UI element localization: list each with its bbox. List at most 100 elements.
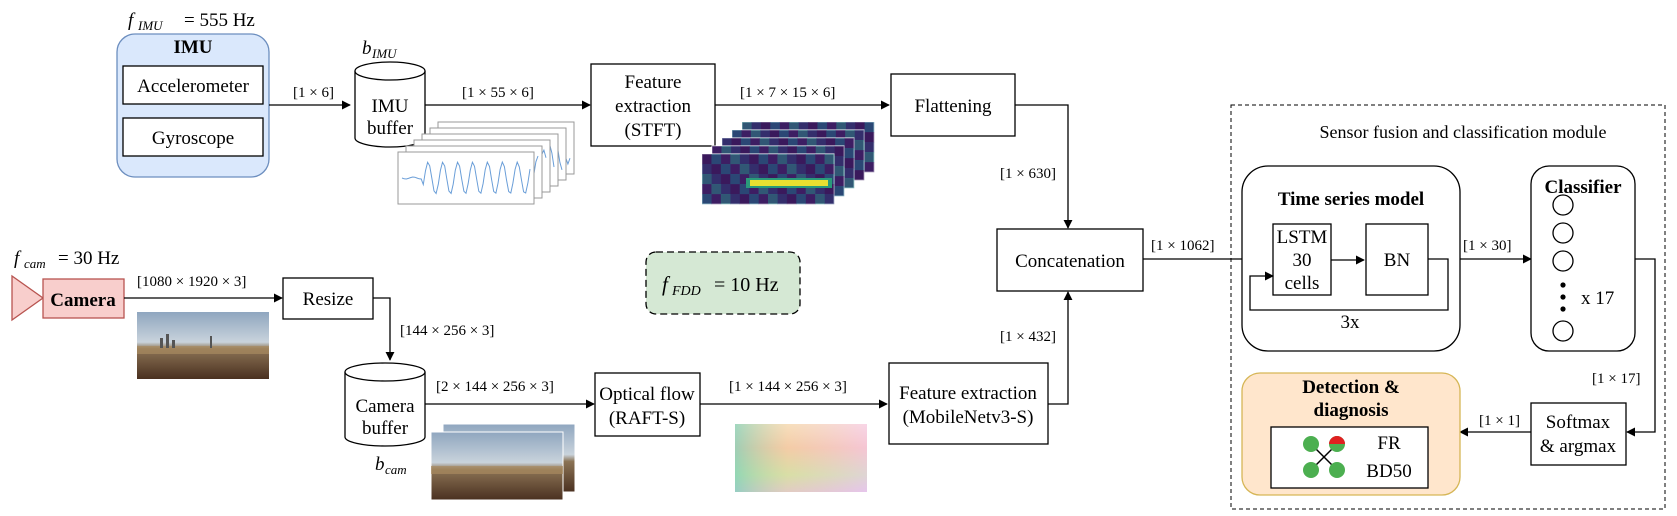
svg-text:cam: cam (24, 256, 46, 271)
classifier-neuron (1552, 320, 1574, 342)
detection-title-line2: diagnosis (1314, 400, 1389, 421)
classifier-title: Classifier (1544, 177, 1622, 198)
imu-signal-windows (397, 121, 575, 205)
accelerometer-box (122, 65, 264, 105)
camera-lens-icon (11, 274, 45, 322)
svg-text:IMU: IMU (137, 18, 164, 33)
bn-box (1365, 223, 1429, 296)
classifier-neuron (1552, 250, 1574, 272)
concatenation-label: Concatenation (1015, 251, 1125, 272)
fault-result-box (1270, 426, 1429, 489)
mobilenet-label-line2: (MobileNetv3-S) (903, 407, 1034, 428)
fdd-frequency-badge (645, 251, 801, 315)
camera-frame-thumbnail (137, 312, 269, 379)
camera-buffer-out-dim: [2 × 144 × 256 × 3] (436, 379, 554, 395)
svg-text:= 555 Hz: = 555 Hz (184, 10, 255, 31)
classifier-neuron (1552, 222, 1574, 244)
resize-out-dim: [144 × 256 × 3] (400, 323, 494, 339)
stack-repeat-loop-arrow (1249, 258, 1449, 311)
camera-frequency-label: f cam = 30 Hz (14, 248, 119, 271)
concatenation-box (996, 228, 1144, 292)
stft-label-line1: Feature (625, 72, 682, 93)
rotor-icon (1303, 462, 1319, 478)
mobilenet-label-line1: Feature extraction (899, 383, 1037, 404)
concatenation-out-dim: [1 × 1062] (1151, 238, 1214, 254)
svg-text:= 10 Hz: = 10 Hz (714, 274, 779, 296)
camera-out-dim: [1080 × 1920 × 3] (137, 274, 246, 290)
bn-label: BN (1384, 250, 1411, 271)
softmax-label-line2: & argmax (1540, 436, 1617, 457)
time-series-out-dim: [1 × 30] (1463, 238, 1511, 254)
stft-label-line3: (STFT) (625, 120, 682, 141)
feature-extraction-mobilenet-box (888, 362, 1049, 445)
lstm-box (1272, 223, 1332, 296)
svg-text:f: f (14, 248, 22, 269)
spectrogram-stack (701, 121, 875, 205)
classifier-count-label: x 17 (1581, 288, 1614, 309)
sensor-fusion-module-title: Sensor fusion and classification module (1320, 122, 1607, 142)
svg-text:cam: cam (385, 462, 407, 477)
camera-buffer-frames (430, 423, 576, 501)
imu-buffer-symbol: b IMU (362, 38, 398, 61)
stft-out-dim: [1 × 7 × 15 × 6] (740, 85, 835, 101)
rotor-icon (1329, 462, 1345, 478)
quadrotor-icon (1303, 436, 1345, 478)
flattening-out-dim: [1 × 630] (1000, 166, 1056, 182)
svg-text:b: b (375, 454, 385, 475)
svg-text:= 30 Hz: = 30 Hz (58, 248, 119, 269)
imu-buffer-label-line1: IMU (372, 96, 409, 117)
camera-label: Camera (50, 290, 116, 311)
svg-text:f: f (128, 10, 136, 31)
fault-rotor-label: FR (1377, 433, 1401, 454)
ellipsis-dot (1560, 294, 1566, 300)
accelerometer-label: Accelerometer (137, 76, 249, 97)
lstm-label-line2: 30 (1293, 250, 1312, 271)
imu-frequency-label: f IMU = 555 Hz (128, 10, 255, 33)
lstm-label-line3: cells (1285, 273, 1320, 294)
softmax-argmax-box (1530, 402, 1627, 466)
lstm-label-line1: LSTM (1277, 227, 1328, 248)
imu-buffer-label-line2: buffer (367, 118, 414, 139)
imu-out-dim: [1 × 6] (293, 85, 334, 101)
rotor-icon (1303, 436, 1319, 452)
softmax-out-dim: [1 × 1] (1479, 413, 1520, 429)
stft-label-line2: extraction (615, 96, 691, 117)
classifier-out-dim: [1 × 17] (1592, 371, 1640, 387)
svg-text:FDD: FDD (671, 284, 701, 299)
feature-extraction-stft-box (590, 63, 716, 147)
imu-title: IMU (173, 37, 212, 58)
time-series-model-title: Time series model (1278, 189, 1424, 210)
gyroscope-box (122, 117, 264, 157)
mobilenet-to-concat-arrow (1048, 291, 1073, 405)
sensor-fusion-module-frame (1230, 104, 1666, 510)
flattening-to-concat-arrow (1015, 104, 1073, 229)
svg-text:f: f (662, 272, 671, 296)
optical-flow-out-dim: [1 × 144 × 256 × 3] (729, 379, 847, 395)
optical-flow-label-line1: Optical flow (599, 384, 695, 405)
imu-buffer-cylinder (354, 61, 426, 148)
ellipsis-dot (1560, 282, 1566, 288)
detection-title-line1: Detection & (1302, 377, 1400, 398)
optical-flow-box (594, 372, 701, 437)
resize-label: Resize (303, 289, 354, 310)
optical-flow-image (735, 424, 867, 492)
camera-buffer-label-line2: buffer (362, 418, 409, 439)
flattening-box (890, 73, 1016, 137)
classifier-to-softmax-arrow (1626, 258, 1656, 437)
flattening-label: Flattening (914, 96, 992, 117)
ellipsis-dot (1560, 306, 1566, 312)
faulty-rotor-icon (1329, 436, 1345, 452)
svg-text:b: b (362, 38, 372, 59)
camera-buffer-cylinder (344, 362, 426, 447)
imu-buffer-out-dim: [1 × 55 × 6] (462, 85, 534, 101)
softmax-label-line1: Softmax (1546, 412, 1611, 433)
svg-text:IMU: IMU (371, 46, 398, 61)
camera-box (42, 278, 125, 319)
resize-to-buffer-arrow (373, 297, 395, 361)
fault-severity-label: BD50 (1366, 461, 1411, 482)
camera-buffer-symbol: b cam (375, 454, 407, 477)
fdd-frequency-label: f FDD = 10 Hz (662, 272, 779, 299)
gyroscope-label: Gyroscope (152, 128, 234, 149)
stack-repeat-label: 3x (1341, 312, 1361, 333)
